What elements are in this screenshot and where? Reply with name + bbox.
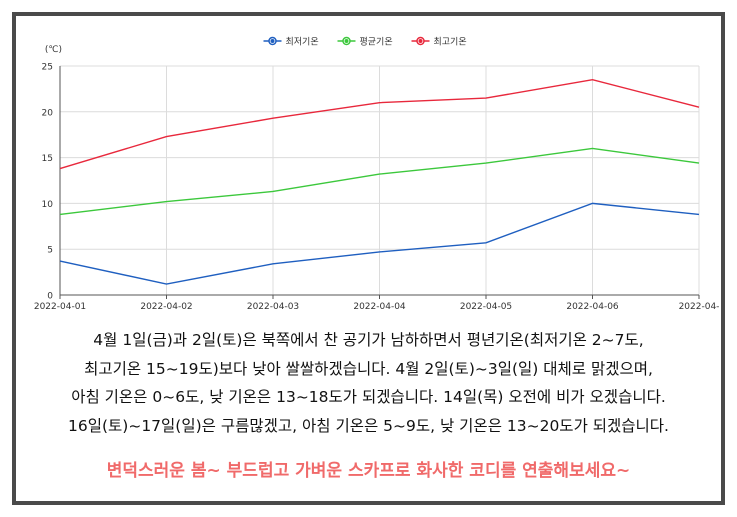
legend: 최저기온 평균기온 최고기온 <box>263 37 467 48</box>
x-tick-label: 2022-04-06 <box>566 302 619 312</box>
gridlines <box>60 65 700 295</box>
x-tick-label: 2022-04-03 <box>247 302 299 312</box>
x-tick-label: 2022-04-05 <box>460 302 512 312</box>
y-tick-label: 10 <box>42 200 54 210</box>
description-line-2: 최고기온 15~19도)보다 낮아 쌀쌀하겠습니다. 4월 2일(토)~3일(일… <box>84 359 653 378</box>
legend-marker-dot <box>270 39 275 43</box>
line-chart: 최저기온 평균기온 최고기온 0 5 10 15 20 25 2022-04-01 2022-04… <box>34 37 720 313</box>
description-line-4: 16일(토)~17일(일)은 구름많겠고, 아침 기온은 5~9도, 낮 기온은… <box>68 416 669 435</box>
description-line-1: 4월 1일(금)과 2일(토)은 북쪽에서 찬 공기가 남하하면서 평년기온(최… <box>93 331 644 349</box>
x-tick-label: 2022-04-04 <box>353 302 406 312</box>
frame: 최저기온 평균기온 최고기온 0 5 10 15 20 25 2022-04-01 2022-04… <box>12 12 725 505</box>
legend-marker-dot <box>418 39 423 43</box>
chart: 최저기온 평균기온 최고기온 0 5 10 15 20 25 2022-04-01 2022-04… <box>16 16 721 326</box>
description-line-3: 아침 기온은 0~6도, 낮 기온은 13~18도가 되겠습니다. 14일(목)… <box>71 388 666 406</box>
y-axis-label: (℃) <box>45 45 62 55</box>
legend-label: 최저기온 <box>286 37 319 48</box>
y-tick-label: 0 <box>47 292 53 302</box>
x-tick-label: 2022-04-02 <box>140 302 192 312</box>
x-tick-label: 2022-04-01 <box>34 302 86 312</box>
legend-marker-dot <box>344 39 349 43</box>
y-tick-label: 25 <box>42 63 53 73</box>
legend-label: 최고기온 <box>434 37 467 48</box>
y-tick-label: 5 <box>47 246 53 256</box>
y-tick-label: 20 <box>42 108 54 118</box>
forecast-description: 4월 1일(금)과 2일(토)은 북쪽에서 찬 공기가 남하하면서 평년기온(최… <box>16 326 721 440</box>
promo-text: 변덕스러운 봄~ 부드럽고 가벼운 스카프로 화사한 코디를 연출해보세요~ <box>106 461 631 481</box>
y-tick-label: 15 <box>42 154 53 164</box>
series <box>59 79 700 285</box>
legend-label: 평균기온 <box>360 37 393 48</box>
axes: 0 5 10 15 20 25 2022-04-01 2022-04-02 2022-04-03… <box>34 45 720 312</box>
x-tick-label: 2022-04- <box>679 302 720 312</box>
